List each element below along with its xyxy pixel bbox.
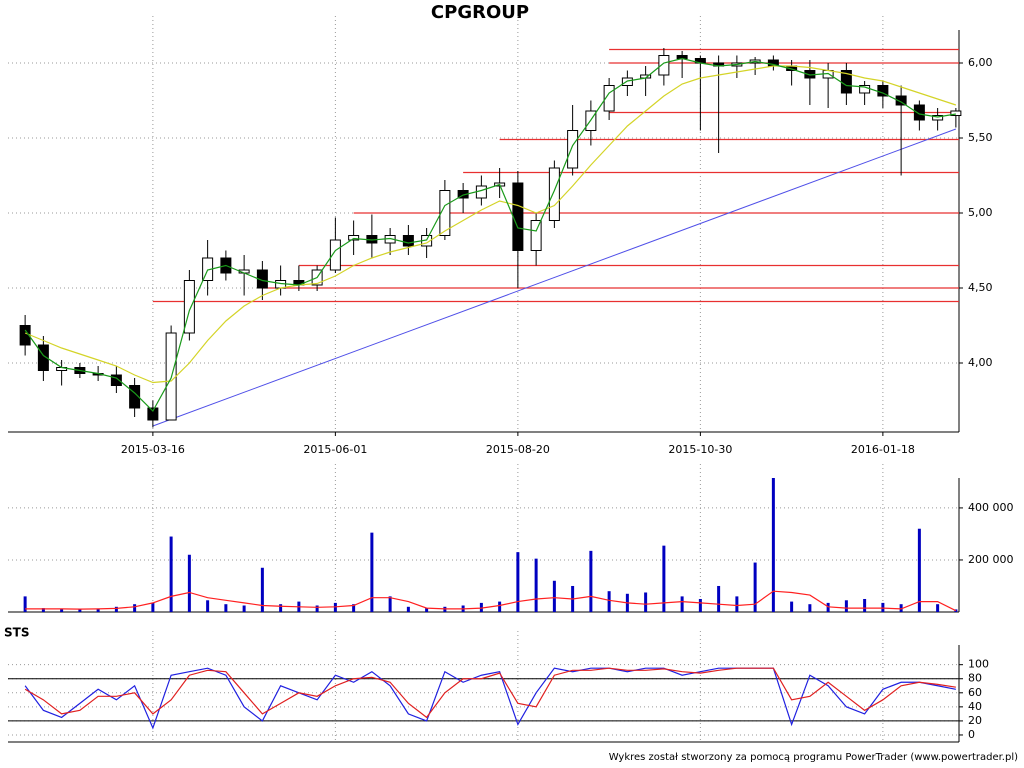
y-tick-label: 6,00 — [968, 56, 993, 69]
volume-bar — [169, 536, 173, 612]
candle-body — [950, 110, 962, 116]
sts-line — [24, 667, 956, 719]
candle-body — [439, 190, 451, 236]
volume-bar — [260, 567, 264, 612]
moving-average — [24, 57, 956, 412]
volume-bar — [279, 604, 283, 612]
x-tick-label: 2015-03-16 — [121, 443, 185, 456]
panel-title: STS — [4, 626, 29, 640]
y-tick-label: 400 000 — [968, 501, 1014, 514]
y-tick-label: 80 — [968, 672, 982, 685]
candle-body — [567, 130, 579, 169]
volume-bar — [425, 608, 429, 612]
volume-bar — [114, 606, 118, 612]
volume-bar — [644, 592, 648, 612]
volume-bar — [899, 604, 903, 612]
x-tick-label: 2015-06-01 — [303, 443, 367, 456]
chart-title: CPGROUP — [431, 2, 529, 23]
volume-bar — [936, 604, 940, 612]
candle-body — [348, 235, 360, 241]
candle-body — [475, 185, 487, 199]
volume-bar — [589, 550, 593, 612]
trend-line — [152, 128, 957, 427]
y-tick-label: 60 — [968, 686, 982, 699]
y-tick-label: 5,00 — [968, 206, 993, 219]
volume-bar — [771, 478, 775, 612]
volume-bar — [717, 585, 721, 612]
volume-bar — [151, 602, 155, 612]
volume-bar — [826, 602, 830, 612]
volume-bar — [790, 601, 794, 612]
volume-bar — [352, 604, 356, 612]
candle-body — [913, 104, 925, 121]
volume-bar — [516, 552, 520, 612]
volume-bar — [498, 601, 502, 612]
volume-bar — [735, 596, 739, 612]
y-tick-label: 20 — [968, 714, 982, 727]
volume-bar — [844, 600, 848, 612]
sts-line — [24, 667, 956, 730]
volume-bar — [23, 596, 27, 612]
volume-bar — [206, 600, 210, 612]
volume-bar — [315, 605, 319, 612]
volume-bar — [753, 562, 757, 612]
volume-bar — [96, 608, 100, 612]
candle-body — [402, 235, 414, 247]
volume-bar — [808, 604, 812, 612]
volume-bar — [133, 604, 137, 612]
x-tick-label: 2015-10-30 — [668, 443, 732, 456]
candle-body — [110, 374, 122, 386]
candle-body — [329, 239, 341, 271]
candle-body — [603, 85, 615, 112]
footer: Wykres został stworzony za pomocą progra… — [609, 752, 1018, 763]
volume-bar — [224, 604, 228, 612]
volume-bar — [187, 554, 191, 612]
volume-bar — [406, 606, 410, 612]
candle-body — [658, 55, 670, 76]
volume-bar — [388, 596, 392, 612]
x-tick-label: 2016-01-18 — [851, 443, 915, 456]
volume-bar — [552, 580, 556, 612]
volume-bar — [881, 602, 885, 612]
candle-body — [548, 167, 560, 221]
volume-bar — [863, 598, 867, 612]
y-tick-label: 0 — [968, 728, 975, 741]
candle-body — [129, 385, 141, 409]
candle-body — [621, 77, 633, 86]
candle-body — [932, 115, 944, 121]
y-tick-label: 200 000 — [968, 553, 1014, 566]
volume-average — [25, 590, 957, 612]
y-tick-label: 5,50 — [968, 131, 993, 144]
y-tick-label: 40 — [968, 700, 982, 713]
volume-bar — [479, 602, 483, 612]
candle-body — [530, 220, 542, 251]
volume-bar — [78, 609, 82, 612]
volume-bar — [333, 602, 337, 612]
volume-bar — [662, 545, 666, 612]
candle-body — [147, 407, 159, 421]
volume-bar — [698, 598, 702, 612]
volume-bar — [917, 528, 921, 612]
volume-bar — [60, 608, 64, 612]
volume-bar — [370, 532, 374, 612]
volume-bar — [607, 591, 611, 612]
candle-body — [183, 280, 195, 334]
volume-bar — [242, 605, 246, 612]
y-tick-label: 4,50 — [968, 281, 993, 294]
y-tick-label: 4,00 — [968, 356, 993, 369]
candle-body — [512, 182, 524, 251]
candle-body — [37, 344, 49, 371]
moving-average — [24, 65, 957, 384]
volume-bar — [534, 558, 538, 612]
candle-body — [895, 95, 907, 106]
y-tick-label: 100 — [968, 658, 989, 671]
volume-bar — [680, 596, 684, 612]
x-tick-label: 2015-08-20 — [486, 443, 550, 456]
volume-bar — [41, 608, 45, 612]
